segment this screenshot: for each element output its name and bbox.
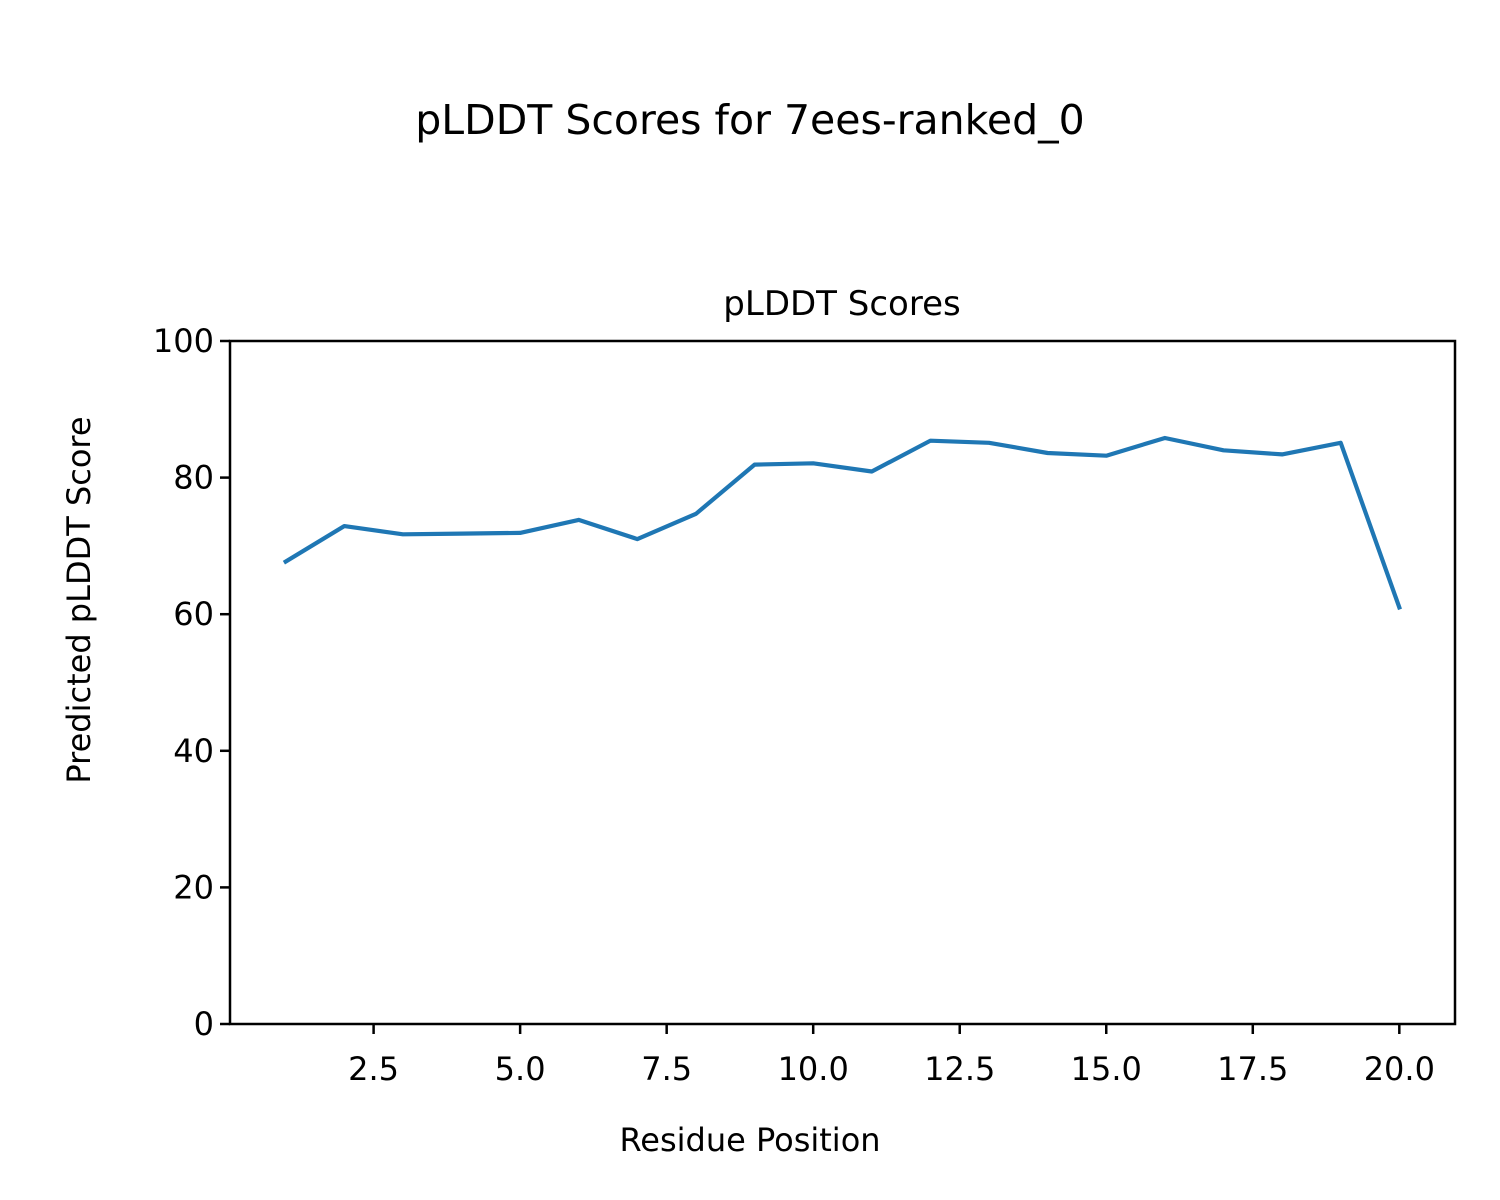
series-line-0: [282, 435, 1402, 611]
x-tick-label: 7.5: [641, 1050, 692, 1088]
x-tick-label: 2.5: [348, 1050, 399, 1088]
x-tick-label: 20.0: [1364, 1050, 1435, 1088]
y-tick-label: 40: [173, 732, 214, 770]
y-tick-label: 0: [194, 1005, 214, 1043]
y-axis-label: Predicted pLDDT Score: [60, 416, 98, 783]
y-tick-label: 100: [153, 322, 214, 360]
y-tick-label: 20: [173, 868, 214, 906]
y-axis: 0 20 40 60 80 100: [153, 322, 230, 1043]
x-tick-label: 15.0: [1071, 1050, 1142, 1088]
x-tick-label: 12.5: [924, 1050, 995, 1088]
x-tick-label: 17.5: [1217, 1050, 1288, 1088]
figure-title: pLDDT Scores for 7ees-ranked_0: [415, 96, 1085, 144]
y-tick-label: 80: [173, 459, 214, 497]
axes-frame: [228, 339, 1457, 1026]
plot-area: [282, 435, 1402, 611]
x-tick-label: 10.0: [778, 1050, 849, 1088]
y-tick-label: 60: [173, 595, 214, 633]
x-axis-label: Residue Position: [619, 1121, 880, 1159]
chart-title: pLDDT Scores: [723, 284, 960, 324]
x-tick-label: 5.0: [495, 1050, 546, 1088]
x-axis: 2.5 5.0 7.5 10.0 12.5 15.0 17.5 20.0: [348, 1024, 1435, 1088]
